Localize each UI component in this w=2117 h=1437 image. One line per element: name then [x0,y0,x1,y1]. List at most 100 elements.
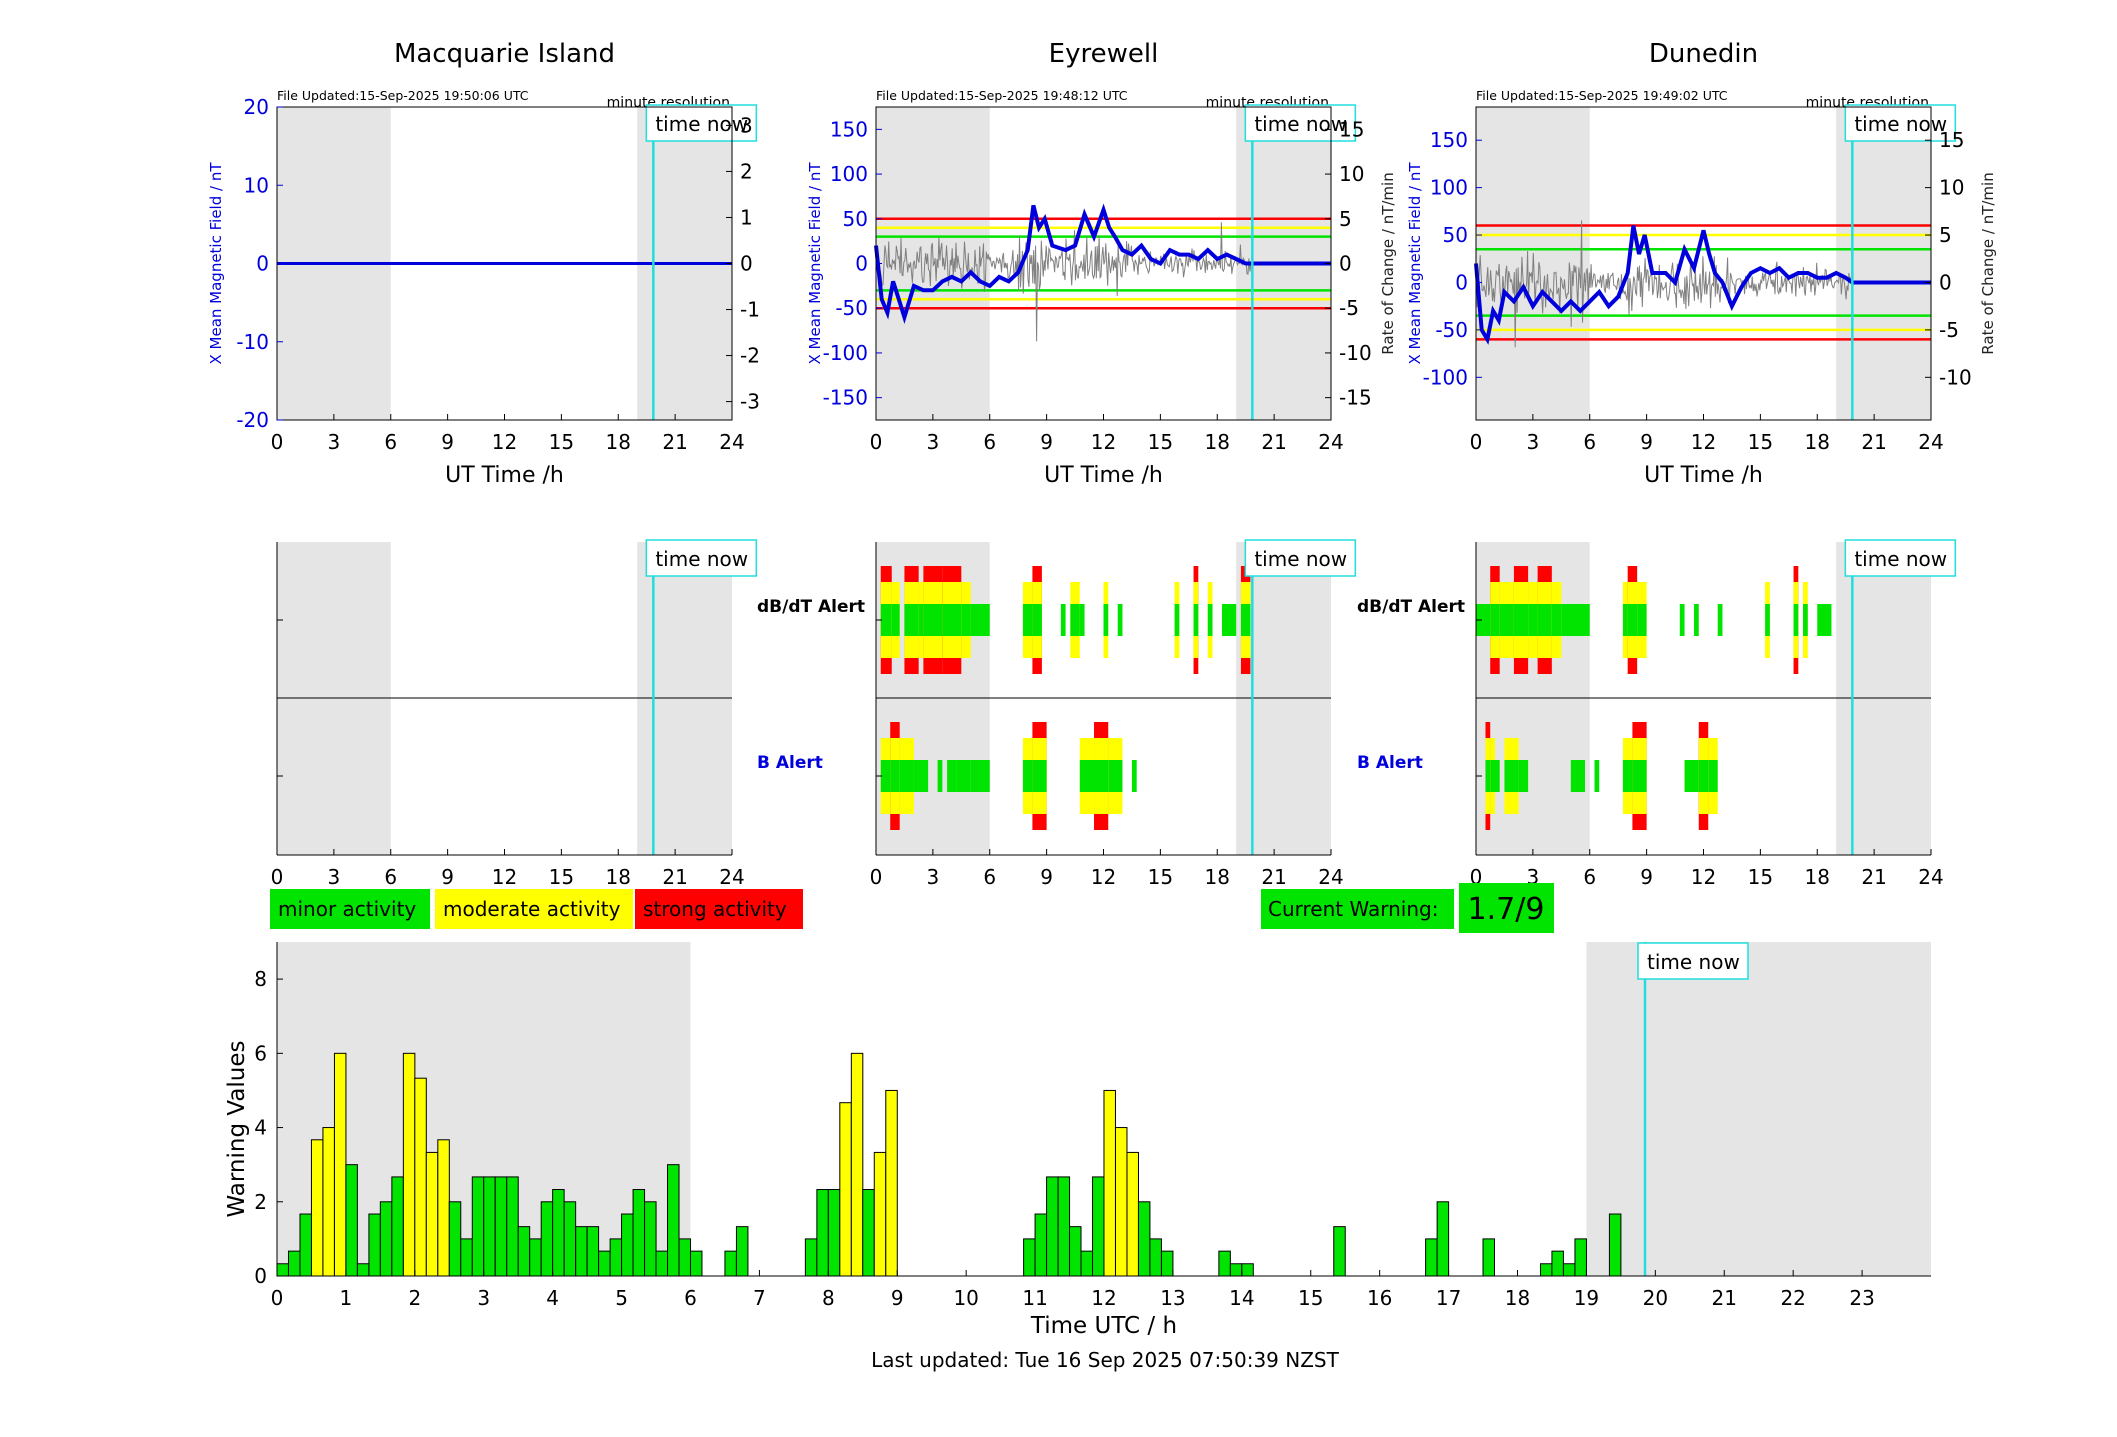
xtick-label: 9 [441,430,454,454]
warning-bar [1069,1226,1082,1277]
xtick-label: 18 [1805,430,1830,454]
dbdt-alert-minor-segment [1622,604,1628,636]
ytick-label: 6 [254,1041,267,1065]
warning-bar [552,1189,565,1277]
b-alert-minor-segment [1032,760,1047,792]
warning-bar [1539,1263,1553,1277]
xtick-label: 21 [1261,430,1286,454]
time-now-label: time now [655,547,748,571]
field-mean-line [874,203,1331,324]
ytick-right-label: 5 [1939,223,1952,247]
ytick-left-label: 0 [1455,270,1468,294]
xtick-label: 6 [684,1286,697,1310]
xtick-label: 6 [384,865,397,889]
ytick-left-label: -100 [1423,365,1468,389]
time-now-label: time now [655,112,748,136]
ytick-left-label: 150 [1430,128,1468,152]
station-title: Eyrewell [1049,39,1159,69]
warning-bar [1574,1238,1587,1277]
legend-moderate-label: moderate activity [443,897,621,921]
b-alert-minor-segment [1594,760,1600,792]
warning-bar [287,1250,301,1277]
warning-bar [310,1139,324,1277]
warning-bar [804,1238,818,1277]
warning-bar [609,1238,623,1277]
dbdt-alert-minor-segment [904,604,919,636]
time-now-box [645,104,758,142]
xtick-label: 15 [1298,1286,1323,1310]
warning-bar [724,1250,737,1277]
rate-of-change-trace [875,222,1252,342]
xtick-label: 9 [1040,430,1053,454]
xtick-label: 15 [1148,865,1173,889]
xtick-label: 12 [1091,1286,1116,1310]
warning-bar [1562,1263,1576,1277]
warning-bar [517,1226,531,1277]
time-now-box [1244,104,1357,142]
xtick-label: 9 [1640,865,1653,889]
time-now-box [1844,104,1957,142]
xtick-label: 0 [271,430,284,454]
xtick-label: 9 [891,1286,904,1310]
field-mean-line [1474,225,1931,345]
xtick-label: 22 [1780,1286,1805,1310]
file-updated-label: File Updated:15-Sep-2025 19:50:06 UTC [277,88,529,103]
warning-bar [1229,1263,1243,1277]
warning-bar [379,1201,393,1277]
xtick-label: 13 [1160,1286,1185,1310]
xtick-label: 5 [615,1286,628,1310]
xtick-label: 15 [549,430,574,454]
warning-bar [1046,1176,1059,1277]
warning-bar [506,1176,519,1277]
b-alert-minor-segment [937,760,943,792]
warning-bar [827,1189,841,1277]
warning-bar [1425,1238,1438,1277]
dbdt-alert-minor-segment [1627,604,1638,636]
ytick-left-label: -50 [1435,318,1468,342]
warning-bar [391,1176,404,1277]
ytick-left-label: 100 [830,162,868,186]
b-alert-minor-segment [913,760,929,792]
warning-bar [1482,1238,1496,1277]
warning-bar [839,1102,852,1277]
xtick-label: 12 [1091,865,1116,889]
xtick-label: 7 [753,1286,766,1310]
warning-bar [632,1189,646,1277]
ytick-left-label: 0 [855,252,868,276]
ytick-left-label: -50 [835,296,868,320]
last-updated-footer: Last updated: Tue 16 Sep 2025 07:50:39 N… [871,1348,1339,1372]
dbdt-alert-minor-segment [970,604,990,636]
b-alert-label: B Alert [757,753,823,773]
ytick-left-label: 100 [1430,176,1468,200]
ytick-left-label: 150 [830,117,868,141]
ytick-label: 4 [254,1116,267,1140]
b-alert-minor-segment [1518,760,1529,792]
current-warning-label: Current Warning: [1268,897,1438,921]
warning-bar [873,1151,887,1277]
dbdt-alert-minor-segment [1240,604,1251,636]
time-now-label: time now [1854,112,1947,136]
dbdt-alert-minor-segment [1817,604,1832,636]
warning-bar [1608,1213,1622,1277]
xtick-label: 2 [408,1286,421,1310]
b-alert-minor-segment [1708,760,1718,792]
b-alert-label: B Alert [1357,753,1423,773]
ytick-left-label: -150 [823,386,868,410]
dbdt-alert-minor-segment [1174,604,1180,636]
xtick-label: 21 [662,865,687,889]
station-panel-2: Dunedin File Updated:15-Sep-2025 19:49:02… [1357,39,1997,889]
xtick-label: 21 [662,430,687,454]
file-updated-label: File Updated:15-Sep-2025 19:48:12 UTC [876,88,1128,103]
dbdt-alert-minor-segment [1032,604,1042,636]
ytick-right-label: -2 [740,344,760,368]
xtick-label: 12 [1691,865,1716,889]
b-alert-minor-segment [890,760,900,792]
file-updated-label: File Updated:15-Sep-2025 19:49:02 UTC [1476,88,1728,103]
legend-minor-label: minor activity [278,897,416,921]
dbdt-alert-label: dB/dT Alert [757,597,865,617]
current-warning-value-box [1459,883,1554,933]
dbdt-alert-minor-segment [1079,604,1085,636]
warning-bar [850,1052,864,1277]
rate-of-change-trace [1475,220,1852,348]
